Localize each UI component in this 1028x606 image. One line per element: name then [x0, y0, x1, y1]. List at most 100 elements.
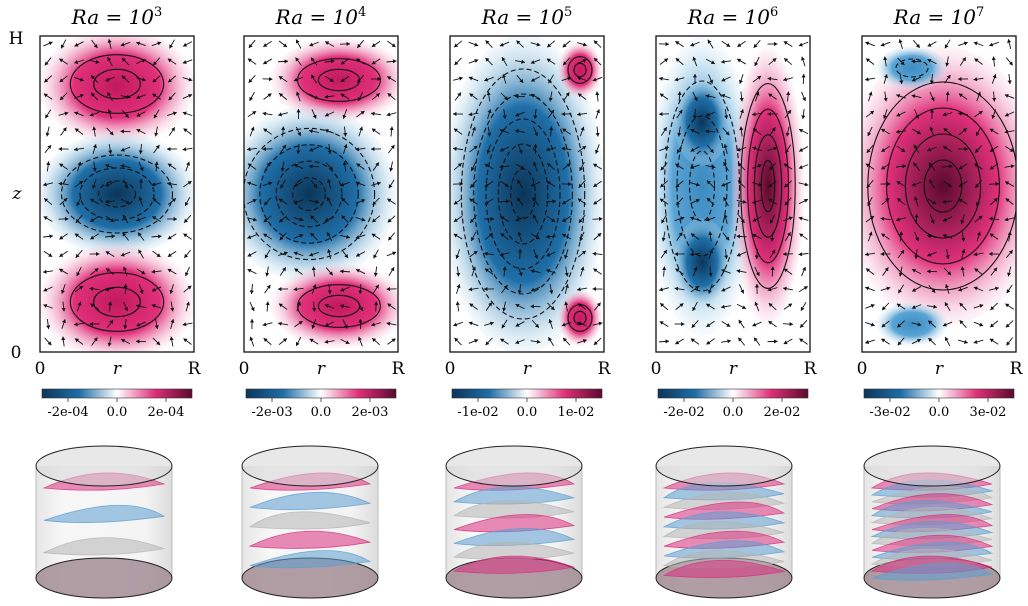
- arrow-head: [975, 131, 980, 136]
- arrow-head: [548, 97, 553, 102]
- arrow-head: [386, 112, 391, 117]
- arrow-head: [45, 114, 49, 119]
- arrow-head: [167, 268, 172, 273]
- arrow-head: [579, 237, 584, 242]
- arrow-head: [500, 216, 505, 220]
- arrow-head: [484, 77, 489, 82]
- arrow-head: [708, 289, 712, 294]
- arrow-head: [43, 93, 48, 98]
- arrow-head: [265, 272, 270, 277]
- arrow-head: [43, 216, 48, 220]
- negative-cell: [876, 302, 948, 346]
- colorbar-label: 3e-02: [970, 405, 1007, 420]
- colorbar-label: -3e-02: [869, 405, 910, 420]
- arrow-head: [105, 287, 109, 292]
- arrow-head: [900, 250, 905, 254]
- arrow-head: [592, 77, 597, 82]
- arrow-head: [469, 93, 474, 98]
- panel-frame: [861, 35, 1017, 353]
- arrow-head: [136, 128, 141, 133]
- arrow-head: [340, 60, 345, 65]
- arrow-head: [767, 76, 772, 81]
- arrow-head: [582, 58, 587, 63]
- arrow-head: [105, 77, 110, 82]
- arrow-head: [533, 144, 538, 148]
- arrow-head: [249, 96, 254, 101]
- arrow-head: [546, 58, 551, 63]
- arrow-head: [868, 231, 873, 236]
- arrow-head: [182, 322, 187, 327]
- arrow-head: [911, 59, 916, 64]
- colorbar-label: 2e-02: [764, 405, 801, 420]
- arrow-head: [723, 214, 728, 218]
- arrow-head: [546, 252, 551, 257]
- arrow-head: [167, 163, 172, 168]
- arrow-head: [505, 199, 510, 204]
- arrow-head: [1007, 39, 1012, 43]
- arrow-head: [552, 199, 556, 204]
- arrow-head: [249, 319, 255, 323]
- arrow-head: [74, 338, 79, 343]
- arrow-head: [487, 109, 492, 114]
- arrow-head: [577, 76, 582, 81]
- arrow-head: [706, 340, 711, 345]
- arrow-head: [580, 126, 585, 131]
- arrow-head: [546, 269, 551, 273]
- arrow-head: [90, 218, 95, 222]
- arrow-head: [799, 147, 804, 152]
- y-axis-label: z: [12, 184, 23, 204]
- arrow-head: [309, 129, 313, 134]
- arrow-head: [375, 284, 379, 289]
- arrow-head: [520, 165, 525, 170]
- arrow-head: [897, 341, 902, 346]
- arrow-head: [564, 254, 569, 259]
- arrow-head: [726, 43, 731, 47]
- arrow-head: [1004, 94, 1009, 98]
- arrow-head: [249, 336, 254, 341]
- arrow-head: [372, 201, 377, 206]
- arrow-head: [170, 319, 175, 324]
- arrow-head: [341, 197, 346, 202]
- arrow-head: [457, 92, 461, 97]
- arrow-head: [865, 286, 870, 291]
- arrow-head: [252, 111, 257, 115]
- arrow-head: [59, 58, 64, 63]
- contour-line: [292, 177, 326, 211]
- arrow-head: [736, 147, 741, 152]
- positive-cell: [40, 244, 194, 352]
- arrow-head: [484, 268, 489, 273]
- arrow-head: [359, 306, 364, 311]
- contour-line: [904, 133, 982, 239]
- arrow-head: [973, 77, 978, 82]
- arrow-head: [75, 253, 80, 258]
- arrow-head: [593, 57, 598, 62]
- arrow-head: [721, 182, 726, 187]
- arrow-head: [107, 342, 112, 347]
- arrow-head: [564, 284, 569, 289]
- arrow-head: [521, 59, 525, 64]
- arrow-head: [944, 44, 949, 49]
- arrow-head: [568, 181, 572, 187]
- arrow-head: [123, 325, 128, 329]
- colorbar-label: 0.0: [517, 405, 538, 420]
- arrow-head: [992, 97, 997, 102]
- arrow-head: [92, 167, 97, 172]
- arrow-head: [577, 287, 581, 292]
- arrow-head: [515, 217, 520, 222]
- arrow-head: [563, 61, 567, 66]
- arrow-head: [93, 337, 98, 342]
- arrow-head: [373, 254, 378, 259]
- arrow-head: [549, 126, 554, 131]
- arrow-head: [690, 233, 695, 238]
- arrow-head: [914, 214, 919, 218]
- arrow-head: [172, 111, 177, 116]
- arrow-head: [151, 287, 156, 292]
- arrow-head: [517, 179, 521, 184]
- arrow-head: [295, 57, 300, 62]
- arrow-head: [153, 114, 158, 119]
- arrow-head: [706, 323, 711, 327]
- arrow-head: [774, 41, 778, 47]
- negative-cell: [674, 78, 730, 166]
- cylinder-render-5: [863, 445, 1001, 599]
- arrow-head: [299, 233, 304, 238]
